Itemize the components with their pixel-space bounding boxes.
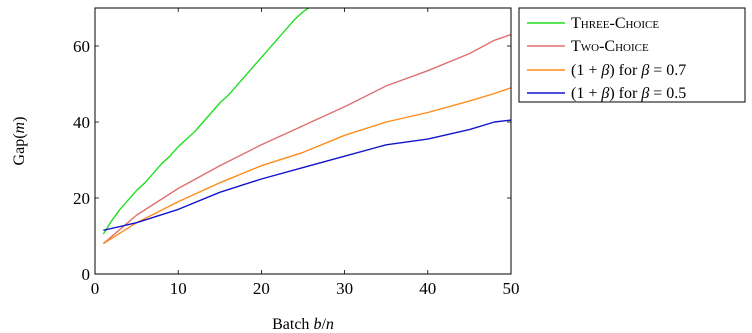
y-axis-label: Gap(m) (11, 117, 28, 166)
series-line-0 (102, 8, 310, 235)
x-axis-label: Batch b/n (272, 316, 334, 333)
y-tick-label: 60 (73, 37, 90, 56)
x-tick-label: 50 (503, 279, 520, 298)
series-line-3 (103, 119, 511, 231)
legend: Three-Choice Two-Choice (1 + β) for β = … (518, 7, 746, 103)
plot-frame (94, 7, 512, 275)
tick-layer: 0 10 20 30 40 50 0 20 40 60 (73, 8, 520, 298)
y-tick-label: 40 (73, 113, 90, 132)
legend-label-beta-05: (1 + β) for β = 0.5 (571, 85, 686, 102)
series-line-2 (102, 87, 511, 245)
x-tick-label: 40 (419, 279, 436, 298)
y-tick-label: 0 (82, 265, 91, 284)
x-tick-label: 20 (253, 279, 270, 298)
legend-label-three-choice: Three-Choice (571, 15, 659, 32)
x-tick-label: 10 (170, 279, 187, 298)
y-tick-label: 20 (73, 189, 90, 208)
legend-label-two-choice: Two-Choice (571, 38, 649, 55)
series-layer (102, 8, 511, 245)
legend-label-beta-07: (1 + β) for β = 0.7 (571, 62, 686, 79)
x-tick-label: 30 (336, 279, 353, 298)
series-line-1 (102, 33, 511, 245)
x-tick-label: 0 (91, 279, 100, 298)
